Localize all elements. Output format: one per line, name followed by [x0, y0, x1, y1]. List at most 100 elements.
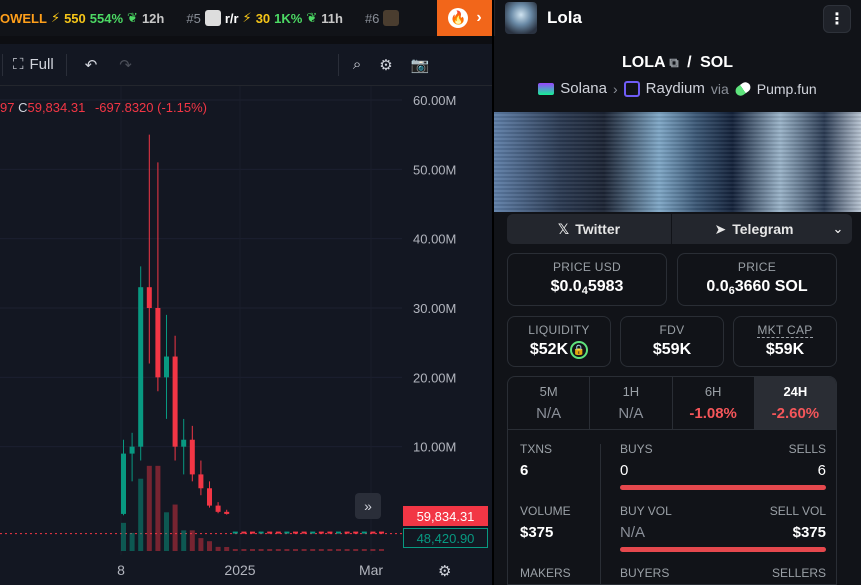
txns-stat: TXNS 6	[520, 442, 552, 479]
tab-value: -2.60%	[771, 405, 820, 422]
volume-bar	[353, 549, 359, 551]
buy-sell-volume-stat: BUY VOL SELL VOL N/A $375	[620, 504, 826, 552]
candle-body	[344, 531, 350, 534]
x-tick-label: 8	[117, 562, 125, 578]
y-tick-label: 30.00M	[413, 301, 456, 316]
candle-body	[250, 531, 255, 534]
makers-label: MAKERS	[520, 566, 571, 580]
volume-bar	[379, 549, 384, 551]
candle-body	[370, 531, 376, 534]
volume-bar	[284, 549, 290, 551]
chart-grid	[0, 86, 402, 555]
settings-button[interactable]: ⚙	[379, 56, 392, 74]
candle-body	[189, 439, 195, 475]
ticker-item[interactable]: #6	[365, 10, 400, 26]
redo-button[interactable]: ↷	[119, 56, 132, 74]
via-label: via	[710, 80, 729, 97]
token-thumbnail	[383, 10, 400, 26]
quick-search-button[interactable]: ⌕	[353, 56, 361, 73]
volume-bar	[258, 549, 264, 551]
volume-bar	[370, 549, 376, 551]
tab-1h[interactable]: 1H N/A	[590, 377, 673, 429]
tab-24h[interactable]: 24H -2.60%	[754, 377, 836, 429]
scroll-to-realtime-button[interactable]: »	[355, 493, 381, 519]
candle-body	[155, 308, 161, 378]
search-icon: ⌕	[352, 56, 362, 73]
social-links: 𝕏 Twitter ➤ Telegram ⌄	[507, 214, 852, 244]
trending-button[interactable]: 🔥 ›	[437, 0, 493, 36]
fullscreen-button[interactable]: ⛶ Full	[13, 56, 54, 73]
volume-bar	[310, 549, 316, 551]
lock-icon[interactable]: 🔒	[570, 341, 589, 359]
fullscreen-icon: ⛶	[13, 56, 24, 73]
sprout-icon: ❦	[127, 10, 138, 25]
volume-bar	[318, 549, 324, 551]
mktcap-label[interactable]: MKT CAP	[757, 323, 813, 338]
undo-button[interactable]: ↶	[85, 56, 98, 74]
token-thumbnail	[204, 10, 221, 26]
candle-body	[232, 531, 238, 534]
tab-label: 5M	[539, 384, 558, 399]
ticker-item[interactable]: OWELL ⚡ 550 554% ❦ 12h	[0, 10, 164, 26]
tab-value: -1.08%	[689, 405, 737, 422]
timeframe-tabs: 5M N/A 1H N/A 6H -1.08% 24H -2.60%	[507, 376, 837, 430]
volume-bar	[336, 549, 341, 551]
candle-body	[129, 446, 135, 454]
y-tick-label: 50.00M	[413, 162, 456, 177]
volume-bar	[293, 549, 298, 551]
x-axis: 8 2025 Mar	[117, 562, 383, 578]
volume-bar	[172, 504, 178, 551]
txns-value: 6	[520, 462, 529, 479]
volume-bar	[189, 530, 195, 551]
price-sol-value: 0.063660 SOL	[678, 278, 836, 297]
volume-bar	[361, 549, 367, 551]
candle-body	[215, 505, 221, 512]
buys-value: 0	[620, 462, 629, 479]
tab-6h[interactable]: 6H -1.08%	[673, 377, 755, 429]
volume-bar	[207, 541, 212, 551]
screenshot-button[interactable]: 📷	[411, 56, 430, 74]
sells-label: SELLS	[788, 442, 826, 456]
price-chart[interactable]: ⛶ Full ↶ ↷ ⌕ ⚙ 📷 60.00M 50.00M 40.00M 30.00…	[0, 44, 492, 585]
chart-canvas[interactable]: 60.00M 50.00M 40.00M 30.00M 20.00M 10.00M 8 20…	[0, 86, 492, 585]
avatar	[505, 2, 537, 34]
price-sol-label: PRICE	[737, 260, 777, 274]
more-vertical-icon[interactable]: ⋮	[823, 5, 851, 33]
x-tick-label: 2025	[224, 562, 255, 578]
camera-icon: 📷	[410, 56, 430, 74]
liquidity-value: $52K	[529, 341, 569, 359]
sellers-label: SELLERS	[771, 566, 826, 580]
ticker-item[interactable]: #5 r/r ⚡ 30 1K% ❦ 11h	[186, 10, 343, 26]
copy-icon[interactable]: ⧉	[669, 55, 679, 70]
tab-label: 6H	[704, 384, 722, 399]
txns-label: TXNS	[520, 442, 553, 456]
toolbar-divider	[337, 53, 339, 76]
tab-5m[interactable]: 5M N/A	[508, 377, 591, 429]
volume-value: $375	[520, 524, 554, 541]
launchpad-link[interactable]: Pump.fun	[756, 80, 817, 97]
chevron-down-icon[interactable]: ⌄	[824, 214, 852, 244]
dex-link[interactable]: Raydium	[645, 80, 705, 97]
tab-value: N/A	[536, 405, 562, 422]
y-tick-label: 20.00M	[413, 370, 456, 385]
volume-bar	[164, 512, 169, 551]
toolbar-divider	[65, 53, 67, 76]
buyvol-value: N/A	[620, 524, 646, 541]
telegram-button[interactable]: ➤ Telegram	[672, 214, 837, 244]
chain-link[interactable]: Solana	[560, 80, 607, 97]
buyvol-label: BUY VOL	[620, 504, 672, 518]
liquidity-label: LIQUIDITY	[528, 323, 590, 337]
twitter-button[interactable]: 𝕏 Twitter	[507, 214, 672, 244]
axis-settings-button[interactable]: ⚙	[438, 562, 451, 580]
candle-body	[172, 356, 178, 447]
panel-divider[interactable]	[492, 0, 494, 585]
base-symbol: LOLA	[622, 54, 665, 71]
candle-body	[379, 531, 384, 534]
buys-sells-stat: BUYS SELLS 0 6	[620, 442, 826, 490]
candle-body	[361, 531, 367, 534]
gear-icon: ⚙	[379, 56, 393, 74]
y-tick-label: 10.00M	[413, 440, 456, 455]
candle-body	[207, 488, 212, 506]
pair-name: Lola	[547, 8, 582, 27]
